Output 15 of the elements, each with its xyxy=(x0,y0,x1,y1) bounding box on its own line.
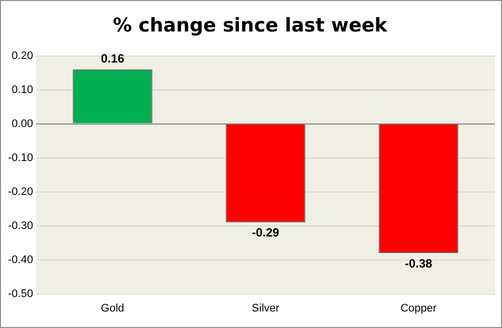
data-label: -0.38 xyxy=(404,256,433,270)
y-tick-label: -0.10 xyxy=(8,152,34,164)
y-tick-label: -0.50 xyxy=(8,288,34,300)
data-label: 0.16 xyxy=(100,52,125,66)
x-tick-label: Silver xyxy=(252,302,280,314)
chart-title: % change since last week xyxy=(112,14,388,36)
x-tick-label: Gold xyxy=(100,302,124,314)
y-tick-label: -0.40 xyxy=(8,254,34,266)
y-tick-label: 0.10 xyxy=(12,84,34,96)
y-tick-label: -0.30 xyxy=(8,220,34,232)
data-label: -0.29 xyxy=(252,226,280,240)
y-tick-label: -0.20 xyxy=(8,186,34,198)
y-tick-label: 0.00 xyxy=(12,118,34,130)
y-tick-label: 0.20 xyxy=(12,50,34,62)
x-tick-label: Copper xyxy=(400,302,437,314)
